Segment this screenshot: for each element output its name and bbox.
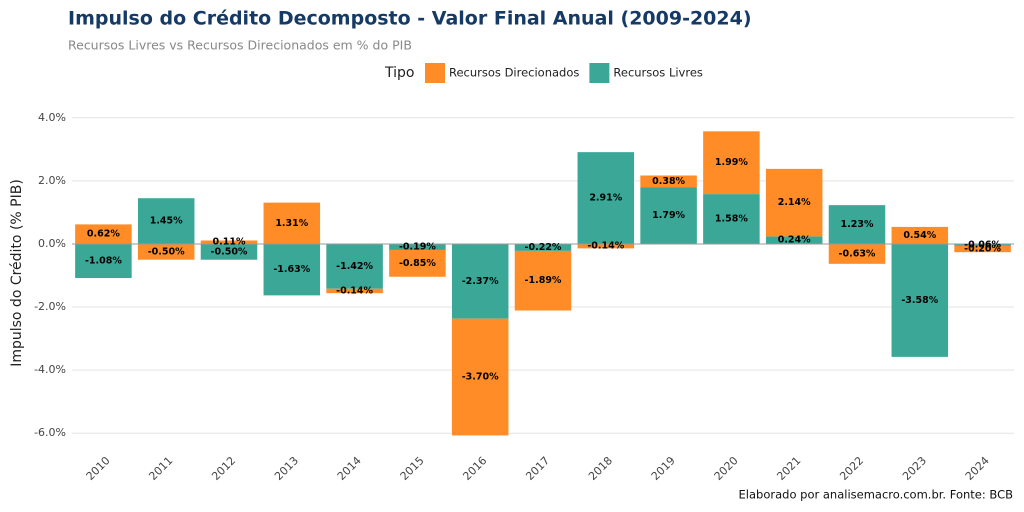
data-label: -0.20% <box>964 244 1001 255</box>
bar <box>765 236 823 244</box>
data-label: -3.70% <box>462 372 499 383</box>
bar <box>577 152 635 244</box>
x-tick-label: 2015 <box>398 454 427 483</box>
data-label: -1.63% <box>273 264 310 275</box>
bar <box>577 243 635 249</box>
bar <box>326 288 383 294</box>
bar <box>451 318 509 436</box>
bar <box>263 243 321 296</box>
bar <box>828 205 886 244</box>
bar <box>954 243 1011 246</box>
data-label: 0.38% <box>652 176 685 187</box>
x-tick-label: 2019 <box>649 454 678 483</box>
bar <box>891 226 949 244</box>
y-tick-label: 4.0% <box>38 111 66 124</box>
data-label: 0.54% <box>903 230 936 241</box>
x-tick-label: 2024 <box>963 454 992 483</box>
data-label: -0.06% <box>964 239 1001 250</box>
legend-swatch <box>425 63 445 83</box>
data-label: 2.91% <box>589 193 622 204</box>
y-tick-label: 2.0% <box>38 174 66 187</box>
x-tick-label: 2018 <box>586 454 615 483</box>
data-label: 1.58% <box>715 214 748 225</box>
chart-title: Impulso do Crédito Decomposto - Valor Fi… <box>68 8 752 30</box>
x-tick-label: 2016 <box>460 454 489 483</box>
bar <box>765 168 823 237</box>
data-label: 0.11% <box>213 237 246 248</box>
data-label: 1.79% <box>652 210 685 221</box>
data-label: -0.14% <box>587 241 624 252</box>
y-tick-label: 0.0% <box>38 237 66 250</box>
data-label: -1.42% <box>336 261 373 272</box>
bar <box>137 198 195 244</box>
data-label: 1.99% <box>715 157 748 168</box>
bar <box>954 245 1011 253</box>
data-label: -0.50% <box>148 246 185 257</box>
bar <box>828 243 886 264</box>
chart-subtitle: Recursos Livres vs Recursos Direcionados… <box>68 38 412 53</box>
bar <box>703 131 760 195</box>
bar <box>703 194 760 244</box>
y-axis-title: Impulso do Crédito (% PIB) <box>9 179 25 367</box>
data-label: -0.19% <box>399 241 436 252</box>
bar <box>326 243 383 289</box>
x-tick-label: 2021 <box>774 454 803 483</box>
data-label: -1.08% <box>85 255 122 266</box>
data-label: 1.23% <box>841 219 874 230</box>
data-label: 1.45% <box>150 216 183 227</box>
y-tick-label: -2.0% <box>34 300 66 313</box>
bar <box>200 240 258 244</box>
bar <box>514 243 572 251</box>
x-tick-label: 2010 <box>84 454 113 483</box>
bar <box>640 175 697 188</box>
y-tick-label: -6.0% <box>34 426 66 439</box>
legend-title: Tipo <box>384 65 414 81</box>
bar <box>200 243 258 260</box>
data-label: -0.85% <box>399 258 436 269</box>
data-label: 0.62% <box>87 229 120 240</box>
x-tick-label: 2014 <box>335 454 364 483</box>
data-label: 0.24% <box>778 235 811 246</box>
data-label: -3.58% <box>901 295 938 306</box>
bar <box>389 249 446 277</box>
data-label: -1.89% <box>525 275 562 286</box>
y-tick-label: -4.0% <box>34 363 66 376</box>
bar <box>75 243 132 279</box>
data-label: -0.50% <box>211 246 248 257</box>
bar <box>451 243 509 319</box>
data-label: -0.63% <box>839 248 876 259</box>
bar <box>137 243 195 260</box>
x-tick-label: 2017 <box>523 454 552 483</box>
bar <box>514 250 572 311</box>
data-label: -0.22% <box>525 242 562 253</box>
caption: Elaborado por analisemacro.com.br. Fonte… <box>739 488 1014 502</box>
legend-label: Recursos Direcionados <box>449 66 579 80</box>
x-tick-label: 2022 <box>837 454 866 483</box>
bar <box>640 187 697 244</box>
x-tick-label: 2020 <box>712 454 741 483</box>
x-tick-label: 2012 <box>209 454 238 483</box>
data-label: 1.31% <box>275 218 308 229</box>
legend-label: Recursos Livres <box>613 66 703 80</box>
bar <box>75 224 132 244</box>
bar <box>389 243 446 250</box>
legend-swatch <box>589 63 610 83</box>
x-tick-label: 2023 <box>900 454 929 483</box>
x-tick-label: 2013 <box>272 454 301 483</box>
data-label: 2.14% <box>778 197 811 208</box>
x-tick-label: 2011 <box>146 454 175 483</box>
data-label: -0.14% <box>336 285 373 296</box>
data-label: -2.37% <box>462 276 499 287</box>
bar <box>891 243 949 357</box>
bar <box>263 202 321 244</box>
